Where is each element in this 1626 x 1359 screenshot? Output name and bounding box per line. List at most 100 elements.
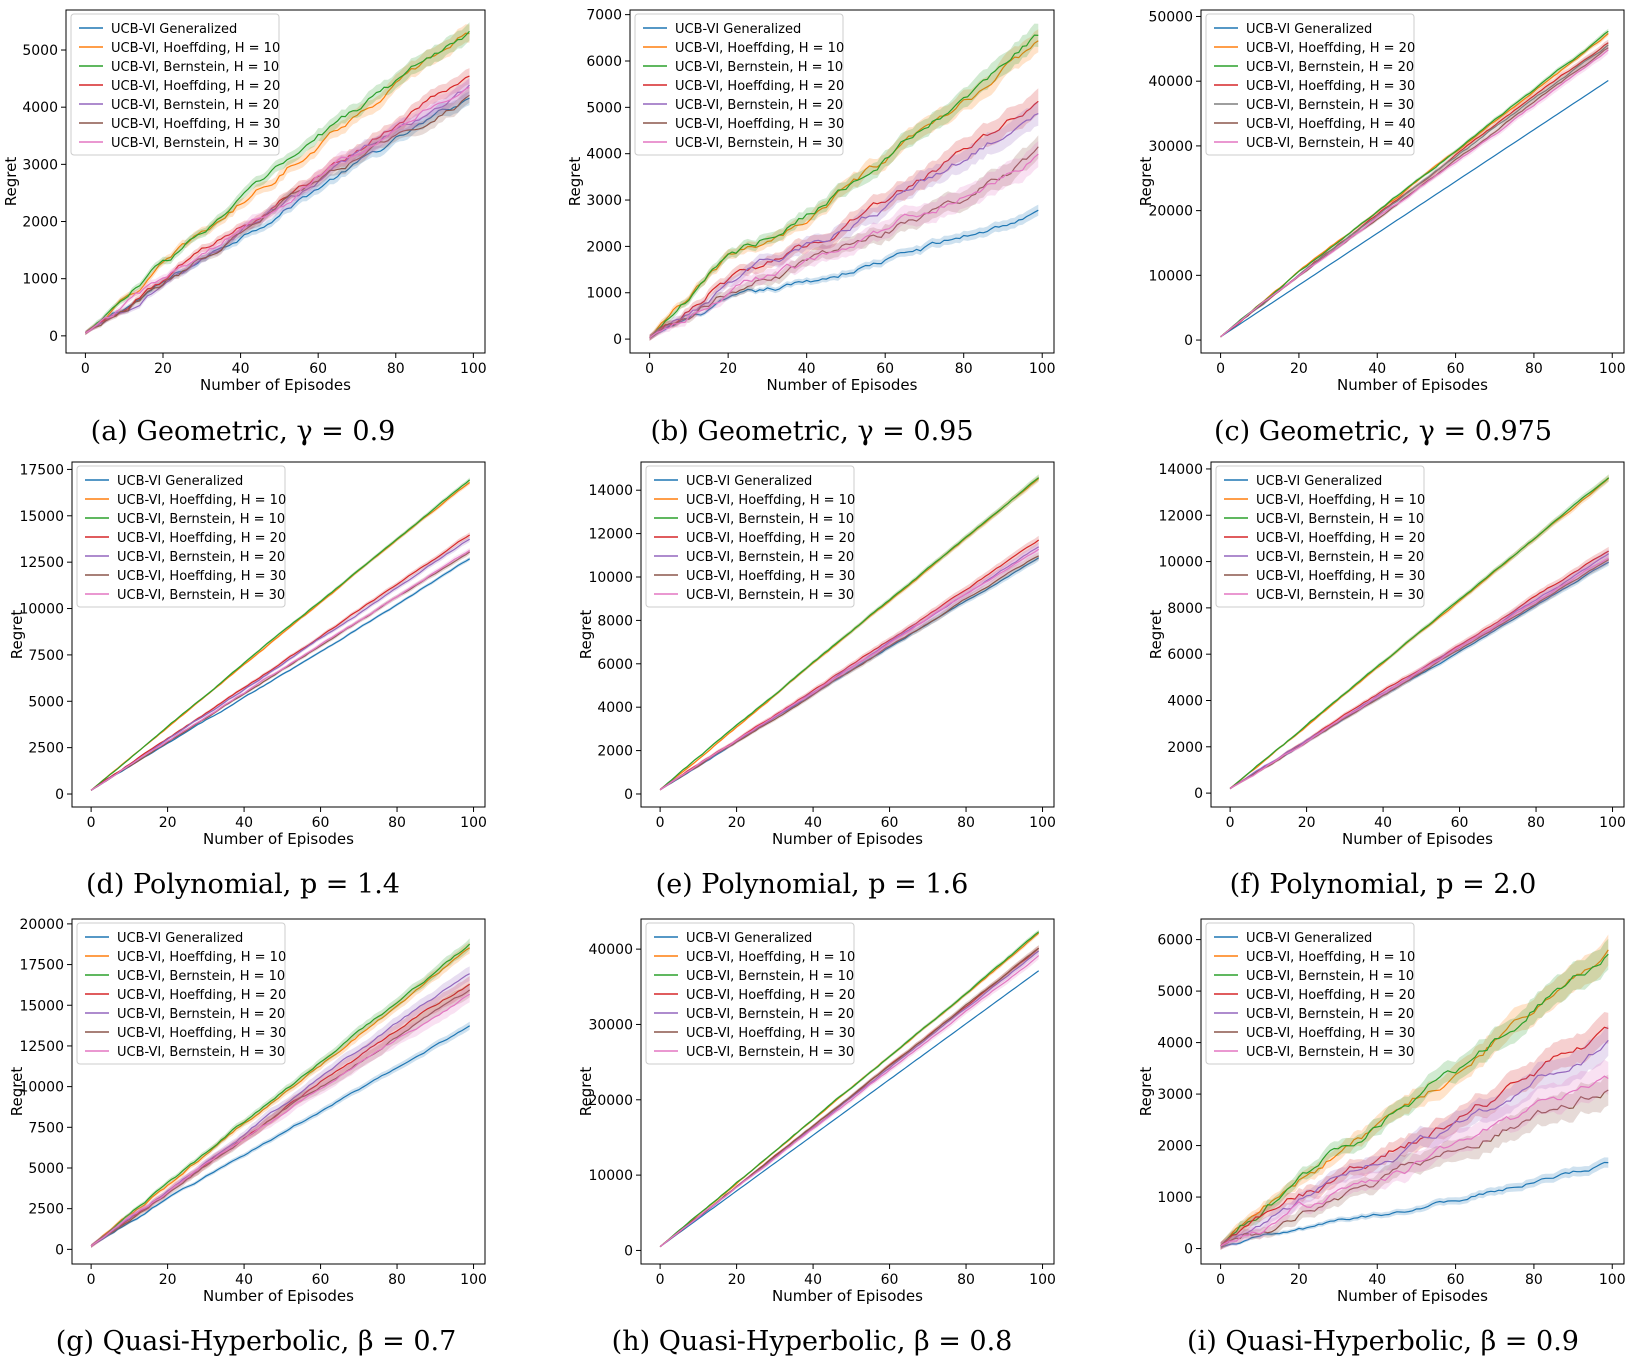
axes-frame bbox=[1200, 9, 1625, 354]
legend-entry: UCB-VI, Hoeffding, H = 30 bbox=[686, 569, 855, 584]
legend-entry: UCB-VI, Bernstein, H = 20 bbox=[1256, 550, 1424, 565]
legend-entry: UCB-VI, Bernstein, H = 30 bbox=[117, 588, 285, 603]
legend-entry: UCB-VI, Bernstein, H = 10 bbox=[111, 60, 279, 75]
x-tick-label: 20 bbox=[159, 1272, 177, 1288]
x-tick-label: 60 bbox=[1447, 1272, 1465, 1288]
axes-frame bbox=[65, 9, 486, 354]
chart-7: 0 20 40 60 80 100 0 10000 20000 30000 40000 Number … bbox=[577, 918, 1056, 1357]
legend-box bbox=[645, 465, 855, 608]
y-tick-label: 0 bbox=[55, 787, 64, 803]
plot-area bbox=[659, 929, 1040, 1248]
y-tick-label: 8000 bbox=[1167, 601, 1203, 617]
x-tick-label: 100 bbox=[1029, 815, 1056, 831]
line-series-4 bbox=[1220, 1039, 1609, 1247]
x-axis-label: Number of Episodes bbox=[1337, 376, 1488, 394]
line-series-0 bbox=[90, 558, 471, 791]
y-tick-label: 2000 bbox=[22, 215, 58, 231]
x-axis-label: Number of Episodes bbox=[203, 1287, 354, 1305]
line-series-3 bbox=[649, 100, 1039, 339]
band-series-6 bbox=[91, 986, 470, 1249]
legend-entry: UCB-VI, Hoeffding, H = 30 bbox=[117, 569, 286, 584]
legend-entry: UCB-VI, Bernstein, H = 10 bbox=[1246, 969, 1414, 984]
legend-entry: UCB-VI, Bernstein, H = 10 bbox=[686, 512, 854, 527]
line-series-6 bbox=[649, 153, 1039, 339]
y-tick-label: 0 bbox=[1184, 1242, 1193, 1258]
plot-area bbox=[1220, 28, 1609, 338]
x-tick-label: 20 bbox=[159, 815, 177, 831]
axes-frame bbox=[1200, 918, 1625, 1265]
legend-entry: UCB-VI Generalized bbox=[117, 931, 243, 946]
line-series-6 bbox=[90, 549, 471, 791]
chart-2: 0 20 40 60 80 100 0 10000 20000 30000 40000 50000 Nu… bbox=[1137, 9, 1626, 447]
legend: UCB-VI Generalized UCB-VI, Hoeffding, H =… bbox=[1205, 922, 1415, 1065]
x-tick-label: 100 bbox=[1029, 1272, 1056, 1288]
legend: UCB-VI Generalized UCB-VI, Hoeffding, H =… bbox=[76, 922, 286, 1065]
legend-entry: UCB-VI, Hoeffding, H = 30 bbox=[1256, 569, 1425, 584]
band-series-3 bbox=[85, 68, 470, 335]
x-tick-label: 100 bbox=[1599, 1272, 1626, 1288]
legend-entry: UCB-VI, Hoeffding, H = 20 bbox=[1256, 531, 1425, 546]
y-tick-label: 5000 bbox=[22, 43, 58, 59]
chart-0: 0 20 40 60 80 100010002000300040005000Number … bbox=[2, 9, 487, 447]
legend: UCB-VI Generalized UCB-VI, Hoeffding, H =… bbox=[645, 922, 855, 1065]
y-tick-label: 7000 bbox=[586, 8, 622, 24]
line-series-4 bbox=[90, 538, 471, 791]
y-tick-label: 10000 bbox=[588, 570, 633, 586]
legend-entry: UCB-VI, Bernstein, H = 30 bbox=[1246, 98, 1414, 113]
y-tick-label: 3000 bbox=[1157, 1087, 1193, 1103]
y-axis-label: Regret bbox=[1147, 610, 1165, 660]
line-series-0 bbox=[1220, 1161, 1609, 1248]
line-series-2 bbox=[659, 931, 1040, 1248]
chart-6: 0 20 40 60 80 100 0 2500 5000 7500 10000 12500 15000… bbox=[8, 917, 487, 1357]
y-tick-label: 0 bbox=[55, 1242, 64, 1258]
band-series-0 bbox=[649, 204, 1039, 340]
legend-entry: UCB-VI, Hoeffding, H = 30 bbox=[117, 1026, 286, 1041]
x-tick-label: 100 bbox=[1599, 361, 1626, 377]
y-tick-label: 12000 bbox=[1158, 508, 1203, 524]
y-tick-label: 4000 bbox=[22, 100, 58, 116]
line-series-2 bbox=[659, 477, 1040, 791]
y-tick-label: 0 bbox=[624, 1243, 633, 1259]
y-tick-label: 15000 bbox=[19, 509, 64, 525]
subfigure-caption: (a) Geometric, γ = 0.9 bbox=[91, 416, 396, 447]
y-tick-label: 6000 bbox=[586, 54, 622, 70]
legend-box bbox=[76, 922, 286, 1065]
y-tick-label: 10000 bbox=[588, 1168, 633, 1184]
y-tick-label: 14000 bbox=[588, 483, 633, 499]
line-series-5 bbox=[659, 555, 1039, 791]
y-tick-label: 2000 bbox=[597, 744, 633, 760]
legend-entry: UCB-VI, Hoeffding, H = 10 bbox=[117, 493, 286, 508]
x-tick-label: 60 bbox=[312, 1272, 330, 1288]
y-tick-label: 2500 bbox=[28, 1202, 64, 1218]
y-tick-label: 40000 bbox=[588, 942, 633, 958]
y-tick-label: 8000 bbox=[597, 613, 633, 629]
line-series-3 bbox=[1220, 1026, 1609, 1247]
line-series-0 bbox=[649, 209, 1039, 339]
subfigure-caption: (h) Quasi-Hyperbolic, β = 0.8 bbox=[612, 1326, 1013, 1357]
legend: UCB-VI Generalized UCB-VI, Hoeffding, H =… bbox=[1205, 13, 1415, 156]
legend-entry: UCB-VI Generalized bbox=[686, 474, 812, 489]
band-series-2 bbox=[1220, 938, 1609, 1250]
y-axis-label: Regret bbox=[577, 610, 595, 660]
x-tick-label: 80 bbox=[957, 1272, 975, 1288]
line-series-2 bbox=[90, 943, 471, 1247]
axes-frame bbox=[640, 461, 1055, 808]
x-axis-label: Number of Episodes bbox=[772, 1287, 923, 1305]
x-tick-label: 100 bbox=[1599, 815, 1626, 831]
legend: UCB-VI Generalized UCB-VI, Hoeffding, H =… bbox=[1215, 465, 1425, 608]
band-series-3 bbox=[1220, 39, 1609, 338]
x-tick-label: 20 bbox=[719, 361, 737, 377]
x-tick-label: 80 bbox=[1527, 815, 1545, 831]
x-tick-label: 100 bbox=[460, 361, 487, 377]
line-series-1 bbox=[649, 40, 1039, 339]
subfigure-caption: (f) Polynomial, p = 2.0 bbox=[1230, 869, 1537, 900]
x-axis-label: Number of Episodes bbox=[1337, 1287, 1488, 1305]
y-tick-label: 40000 bbox=[1148, 74, 1193, 90]
band-series-1 bbox=[1220, 934, 1609, 1250]
y-axis-label: Regret bbox=[8, 1067, 26, 1117]
line-series-1 bbox=[85, 32, 470, 334]
x-tick-label: 40 bbox=[232, 361, 250, 377]
band-series-1 bbox=[649, 29, 1039, 341]
legend-entry: UCB-VI, Hoeffding, H = 30 bbox=[1246, 79, 1415, 94]
y-tick-label: 1000 bbox=[22, 272, 58, 288]
